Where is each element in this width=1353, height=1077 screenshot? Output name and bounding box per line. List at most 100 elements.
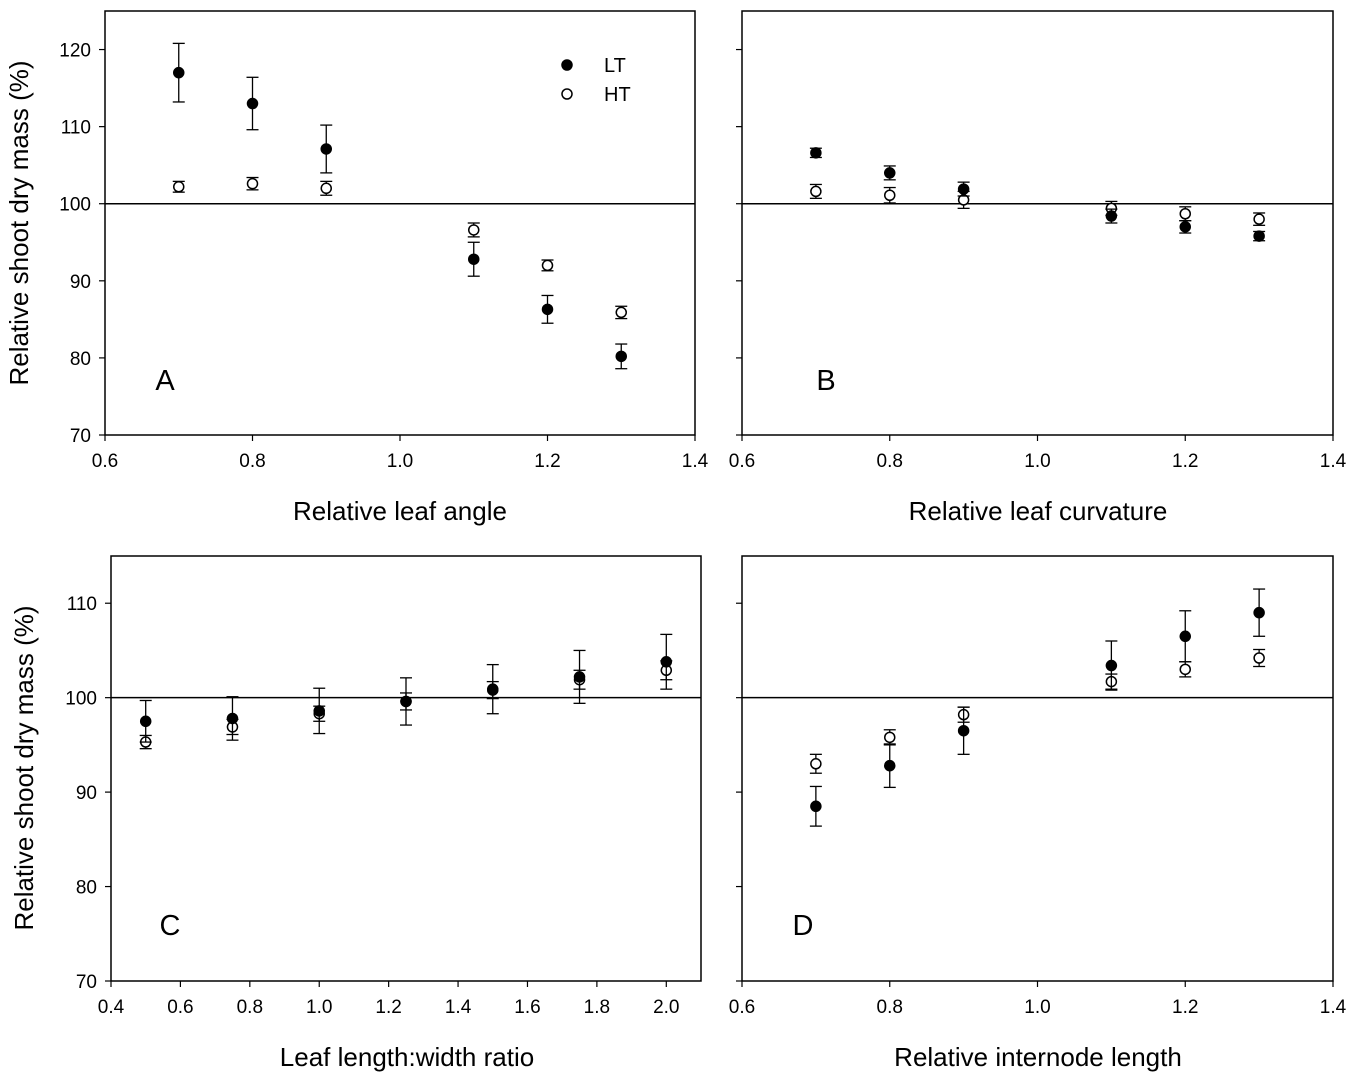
panel-b-x-axis-label: Relative leaf curvature	[909, 496, 1168, 526]
panel-d-marks	[809, 588, 1266, 827]
panel-d: 0.6 0.8 1.0 1.2 1.4 D Relative internode len…	[729, 555, 1347, 1072]
x-tick-label: 1.2	[375, 997, 401, 1018]
x-tick-label: 1.4	[1320, 997, 1347, 1018]
lt-point	[487, 683, 499, 695]
panel-c-marks	[139, 633, 673, 750]
y-tick-label: 110	[67, 594, 97, 615]
lt-point	[1105, 659, 1118, 672]
ht-point	[810, 185, 822, 198]
lt-point	[1179, 630, 1191, 643]
ht-point	[1179, 663, 1191, 676]
panel-a-y-axis-label: Relative shoot dry mass (%)	[4, 60, 34, 385]
panel-d-letter: D	[793, 910, 814, 942]
x-tick-label: 0.8	[237, 997, 263, 1018]
lt-point	[1253, 606, 1265, 619]
panel-c-x-axis-label: Leaf length:width ratio	[280, 1042, 534, 1072]
x-tick-label: 0.6	[167, 997, 193, 1018]
y-tick-label: 100	[59, 195, 91, 216]
y-tick-label: 90	[76, 783, 97, 804]
panel-c-frame	[110, 555, 702, 982]
panel-a-ticks: 0.6 0.8 1.0 1.2 1.4 70 80 90 100 110 120	[59, 41, 708, 472]
lt-point	[957, 183, 970, 195]
panel-b-marks	[809, 147, 1266, 242]
x-tick-label: 1.0	[1024, 997, 1050, 1018]
legend-lt-label: LT	[604, 55, 626, 77]
lt-point	[1253, 230, 1265, 242]
ht-point	[884, 189, 896, 201]
ht-point	[1253, 652, 1265, 664]
lt-point	[884, 759, 896, 772]
lt-point	[1105, 210, 1118, 222]
lt-point	[1179, 221, 1191, 233]
x-tick-label: 1.2	[1172, 451, 1198, 472]
x-tick-label: 0.8	[239, 451, 265, 472]
lt-point	[615, 350, 627, 363]
y-tick-label: 110	[61, 118, 91, 139]
panel-c-y-axis-label: Relative shoot dry mass (%)	[9, 605, 39, 930]
ht-point	[468, 224, 480, 236]
x-tick-label: 1.8	[584, 997, 610, 1018]
y-tick-label: 80	[70, 349, 91, 370]
legend-ht-label: HT	[604, 84, 631, 106]
x-tick-label: 0.8	[877, 997, 903, 1018]
legend-ht-marker	[561, 88, 573, 100]
x-tick-label: 2.0	[653, 997, 679, 1018]
ht-point	[246, 177, 259, 190]
lt-point	[226, 712, 239, 725]
ht-point	[173, 181, 185, 193]
x-tick-label: 1.4	[682, 451, 709, 472]
panel-b-ticks: 0.6 0.8 1.0 1.2 1.4	[729, 48, 1347, 472]
x-tick-label: 1.0	[306, 997, 332, 1018]
panel-c-letter: C	[160, 910, 181, 942]
x-tick-label: 1.4	[445, 997, 472, 1018]
lt-point	[313, 705, 325, 717]
ht-point	[615, 306, 627, 319]
x-tick-label: 1.6	[514, 997, 540, 1018]
lt-point	[468, 253, 480, 265]
panel-a-x-axis-label: Relative leaf angle	[293, 496, 507, 526]
y-tick-label: 120	[59, 41, 91, 62]
x-tick-label: 0.4	[98, 997, 125, 1018]
legend-lt-marker	[561, 59, 573, 71]
lt-point	[320, 143, 332, 155]
lt-point	[660, 656, 673, 668]
panel-d-x-axis-label: Relative internode length	[894, 1042, 1182, 1072]
lt-point	[884, 167, 896, 179]
ht-point	[1179, 207, 1191, 220]
lt-point	[400, 695, 412, 708]
lt-point	[573, 671, 586, 683]
lt-point	[957, 724, 970, 737]
x-tick-label: 0.6	[729, 451, 755, 472]
panel-c: 0.4 0.6 0.8 1.0 1.2 1.4 1.6 1.8 2.0708090100110 …	[9, 555, 702, 1072]
x-tick-label: 0.6	[92, 451, 118, 472]
lt-point	[246, 97, 259, 110]
panel-c-ticks: 0.4 0.6 0.8 1.0 1.2 1.4 1.6 1.8 2.0 70 80 90 100 110	[65, 594, 679, 1018]
x-tick-label: 1.2	[534, 451, 560, 472]
x-tick-label: 1.2	[1172, 997, 1198, 1018]
ht-point	[1253, 213, 1265, 225]
lt-point	[173, 66, 185, 79]
lt-point	[541, 303, 554, 316]
panel-b-letter: B	[816, 365, 835, 397]
ht-point	[541, 259, 554, 272]
y-tick-label: 70	[76, 972, 97, 993]
lt-point	[810, 800, 822, 813]
x-tick-label: 0.8	[877, 451, 903, 472]
lt-point	[139, 715, 152, 728]
y-tick-label: 90	[70, 272, 91, 293]
panel-d-frame	[741, 555, 1334, 982]
legend: LT HT	[561, 55, 631, 106]
panel-a-letter: A	[155, 365, 175, 397]
y-tick-label: 80	[76, 878, 97, 899]
y-tick-label: 70	[70, 426, 91, 447]
ht-point	[320, 182, 332, 195]
x-tick-label: 1.0	[387, 451, 413, 472]
lt-point	[810, 147, 822, 159]
x-tick-label: 1.0	[1024, 451, 1050, 472]
ht-point	[810, 758, 822, 770]
panel-b: 0.6 0.8 1.0 1.2 1.4 B Relative leaf curvatur…	[729, 10, 1347, 526]
panel-a: 0.6 0.8 1.0 1.2 1.4 70 80 90 100 110 120 A Relativ…	[4, 10, 709, 526]
x-tick-label: 1.4	[1320, 451, 1347, 472]
panel-d-ticks: 0.6 0.8 1.0 1.2 1.4	[729, 602, 1347, 1018]
